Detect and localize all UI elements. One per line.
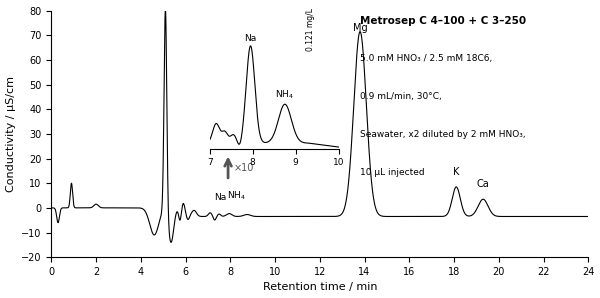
Text: Seawater, x2 diluted by 2 mM HNO₃,: Seawater, x2 diluted by 2 mM HNO₃, [360,130,526,139]
Text: 0.9 mL/min, 30°C,: 0.9 mL/min, 30°C, [360,92,442,101]
Text: Mg: Mg [353,23,367,33]
Text: NH$_4$: NH$_4$ [227,189,246,202]
Text: Ca: Ca [477,179,490,189]
Text: Metrosep C 4–100 + C 3–250: Metrosep C 4–100 + C 3–250 [360,15,526,26]
Text: ×10: ×10 [233,163,254,173]
Text: K: K [453,167,460,177]
Text: Na: Na [214,193,226,202]
Text: 5.0 mM HNO₃ / 2.5 mM 18C6,: 5.0 mM HNO₃ / 2.5 mM 18C6, [360,54,493,63]
X-axis label: Retention time / min: Retention time / min [263,283,377,292]
Text: 10 μL injected: 10 μL injected [360,168,425,177]
Y-axis label: Conductivity / μS/cm: Conductivity / μS/cm [5,76,16,192]
